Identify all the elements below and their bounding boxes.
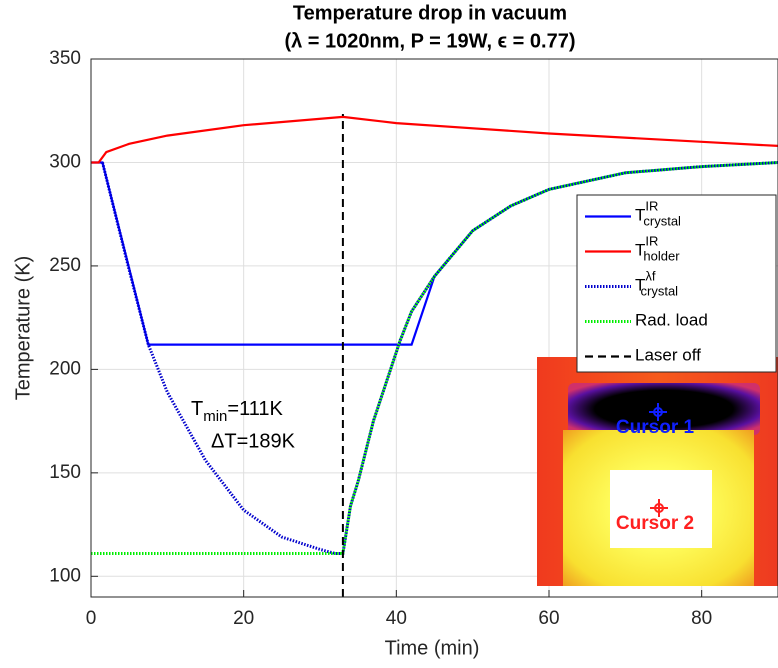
legend-text: T bbox=[635, 206, 645, 225]
legend-sup: λf bbox=[645, 269, 656, 284]
annotation-rest: =111K bbox=[227, 398, 283, 420]
chart-subtitle: (λ = 1020nm, P = 19W, ϵ = 0.77) bbox=[284, 30, 575, 52]
legend-text: Rad. load bbox=[635, 311, 708, 330]
y-tick-label: 350 bbox=[49, 48, 81, 69]
annotation: ΔT=189K bbox=[211, 430, 296, 452]
cursor-2-marker bbox=[650, 499, 668, 517]
x-tick-label: 0 bbox=[86, 608, 97, 629]
legend-entry: Rad. load bbox=[635, 311, 708, 330]
legend-entry: Tλf crystal bbox=[635, 269, 678, 299]
legend-text: Laser off bbox=[635, 346, 701, 365]
series-line bbox=[101, 161, 778, 555]
legend-entry: TIR crystal bbox=[635, 199, 681, 229]
y-tick-label: 250 bbox=[49, 255, 81, 276]
inset-dark-region bbox=[568, 383, 760, 435]
series-line bbox=[91, 161, 778, 555]
annotation: Tmin=111K bbox=[191, 398, 283, 425]
annotation-sub: min bbox=[203, 408, 227, 425]
annotation-text: T bbox=[191, 398, 203, 420]
legend-sup: IR bbox=[645, 199, 658, 214]
x-tick-label: 60 bbox=[538, 608, 559, 629]
legend-text: T bbox=[635, 241, 645, 260]
series-line bbox=[91, 115, 778, 164]
y-tick-label: 100 bbox=[49, 565, 81, 586]
annotations: Tmin=111K ΔT=189K bbox=[191, 398, 296, 452]
thermal-inset: Cursor 1 Cursor 2 bbox=[537, 357, 778, 586]
x-tick-label: 40 bbox=[386, 608, 407, 629]
x-axis-label: Time (min) bbox=[385, 637, 480, 659]
legend-text: T bbox=[635, 276, 645, 295]
plot-lines bbox=[91, 114, 778, 597]
y-tick-label: 150 bbox=[49, 462, 81, 483]
plot-frame bbox=[90, 58, 778, 598]
legend-entry: Laser off bbox=[635, 346, 701, 365]
cursor-1-marker bbox=[649, 403, 667, 421]
legend-entry: TIR holder bbox=[635, 234, 680, 264]
legend-sub: crystal bbox=[643, 214, 681, 229]
legend-sub: crystal bbox=[641, 284, 679, 299]
legend-sub: holder bbox=[643, 249, 680, 264]
x-tick-label: 80 bbox=[691, 608, 712, 629]
legend-box bbox=[576, 194, 777, 373]
cursor-1-label: Cursor 1 bbox=[616, 417, 695, 438]
y-tick-label: 200 bbox=[49, 358, 81, 379]
x-tick-label: 20 bbox=[233, 608, 254, 629]
cursor-2-label: Cursor 2 bbox=[616, 513, 694, 534]
y-tick-label: 300 bbox=[49, 151, 81, 172]
legend-sup: IR bbox=[645, 234, 658, 249]
y-axis-label: Temperature (K) bbox=[12, 256, 34, 401]
chart-title: Temperature drop in vacuum bbox=[293, 2, 567, 24]
